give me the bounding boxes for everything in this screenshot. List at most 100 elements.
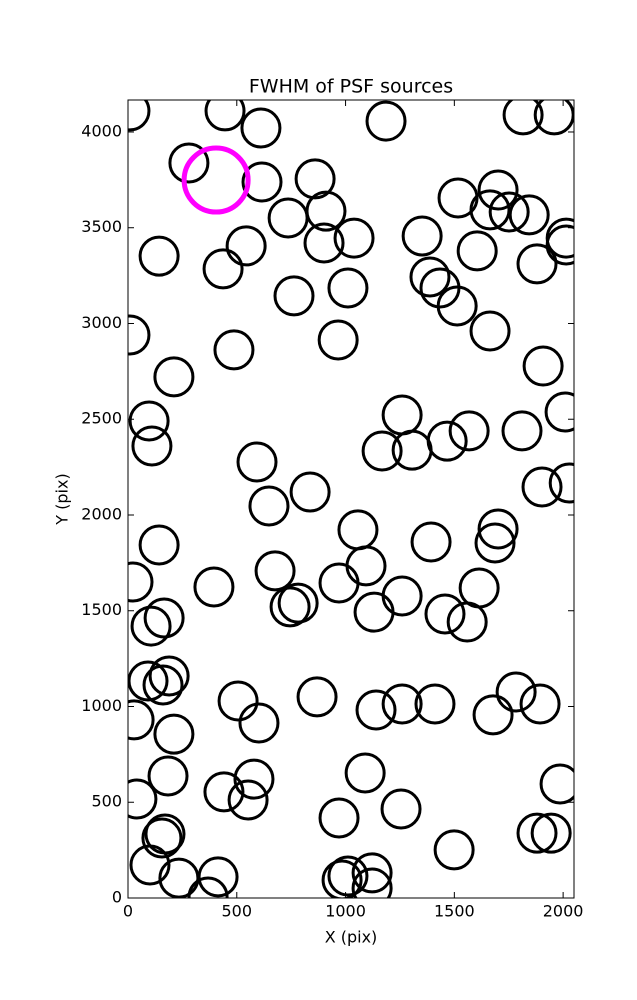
x-tick-label: 2000 — [543, 902, 584, 921]
source-circle — [128, 314, 151, 356]
source-circle — [533, 100, 574, 136]
source-circle — [433, 829, 475, 871]
source-circle — [138, 235, 180, 277]
x-tick-label: 1000 — [325, 902, 366, 921]
source-circle — [351, 867, 393, 898]
source-circle — [414, 683, 456, 725]
y-tick-label: 500 — [91, 792, 122, 811]
source-circle — [469, 310, 511, 352]
source-circle — [446, 601, 488, 643]
source-circle — [138, 524, 180, 566]
source-circle — [365, 100, 407, 142]
source-circle — [318, 562, 360, 604]
source-circle — [296, 676, 338, 718]
source-circle — [380, 788, 422, 830]
chart-title: FWHM of PSF sources — [249, 76, 453, 98]
source-circle — [495, 671, 537, 713]
source-circle — [203, 771, 245, 813]
source-circle — [273, 275, 315, 317]
y-tick-label: 4000 — [81, 121, 122, 140]
source-circle — [353, 591, 395, 633]
source-circle — [327, 267, 369, 309]
source-circle — [456, 230, 498, 272]
x-tick-label: 0 — [123, 902, 133, 921]
source-circle — [381, 683, 423, 725]
source-circle — [128, 699, 155, 741]
source-circle — [128, 400, 170, 442]
source-circle — [426, 420, 468, 462]
source-circle — [519, 683, 561, 725]
source-circle — [317, 319, 359, 361]
source-circle — [548, 462, 574, 504]
source-circle — [143, 597, 185, 639]
source-circle — [131, 425, 173, 467]
source-circle — [501, 410, 543, 452]
y-tick-label: 3000 — [81, 313, 122, 332]
source-circle — [522, 345, 564, 387]
source-circle — [254, 550, 296, 592]
source-circle — [148, 655, 190, 697]
source-circle — [409, 256, 451, 298]
source-circle — [153, 713, 195, 755]
source-circle — [217, 680, 259, 722]
source-circle — [213, 329, 255, 371]
source-circle — [530, 812, 572, 854]
source-circle — [225, 225, 267, 267]
y-axis-label: Y (pix) — [53, 473, 72, 525]
source-circle — [355, 689, 397, 731]
plot-area — [128, 100, 574, 898]
source-circle — [277, 582, 319, 624]
source-circle — [544, 391, 574, 433]
source-circle — [545, 224, 574, 266]
source-circle — [303, 222, 345, 264]
source-circle — [227, 779, 269, 821]
x-tick-label: 1500 — [434, 902, 475, 921]
source-circle — [168, 142, 210, 184]
source-circle — [488, 191, 530, 233]
y-tick-label: 3500 — [81, 217, 122, 236]
source-circle — [241, 161, 283, 203]
source-circle — [333, 217, 375, 259]
source-circle — [327, 855, 369, 897]
source-circle — [318, 797, 360, 839]
source-circle — [474, 522, 516, 564]
source-circle — [361, 430, 403, 472]
source-circle — [128, 778, 158, 820]
source-circle — [516, 243, 558, 285]
y-tick-label: 2500 — [81, 409, 122, 428]
x-axis-label: X (pix) — [325, 928, 378, 947]
source-circle — [321, 859, 363, 898]
y-tick-label: 1500 — [81, 600, 122, 619]
source-circle — [128, 660, 169, 702]
y-tick-label: 2000 — [81, 504, 122, 523]
source-circle — [147, 755, 189, 797]
source-circle — [202, 248, 244, 290]
source-circle — [521, 466, 563, 508]
source-circle — [351, 852, 393, 894]
source-circle — [248, 485, 290, 527]
source-circle — [233, 758, 275, 800]
source-circle — [128, 561, 154, 603]
source-circle — [477, 508, 519, 550]
source-circle — [502, 100, 544, 136]
source-circle — [129, 844, 171, 886]
source-circle — [469, 189, 511, 231]
x-tick-label: 500 — [222, 902, 253, 921]
source-circle — [516, 812, 558, 854]
source-circle — [436, 285, 478, 327]
source-circle — [130, 605, 172, 647]
source-circle — [401, 215, 443, 257]
source-circle — [448, 410, 490, 452]
source-circle — [204, 100, 246, 132]
source-circle — [142, 664, 184, 706]
source-circle — [539, 763, 574, 805]
source-circle — [477, 169, 519, 211]
source-circle — [187, 876, 229, 898]
source-circle — [424, 593, 466, 635]
source-circle — [197, 856, 239, 898]
source-circle — [238, 702, 280, 744]
source-circle — [305, 190, 347, 232]
source-circle — [240, 107, 282, 149]
source-circle — [269, 586, 311, 628]
